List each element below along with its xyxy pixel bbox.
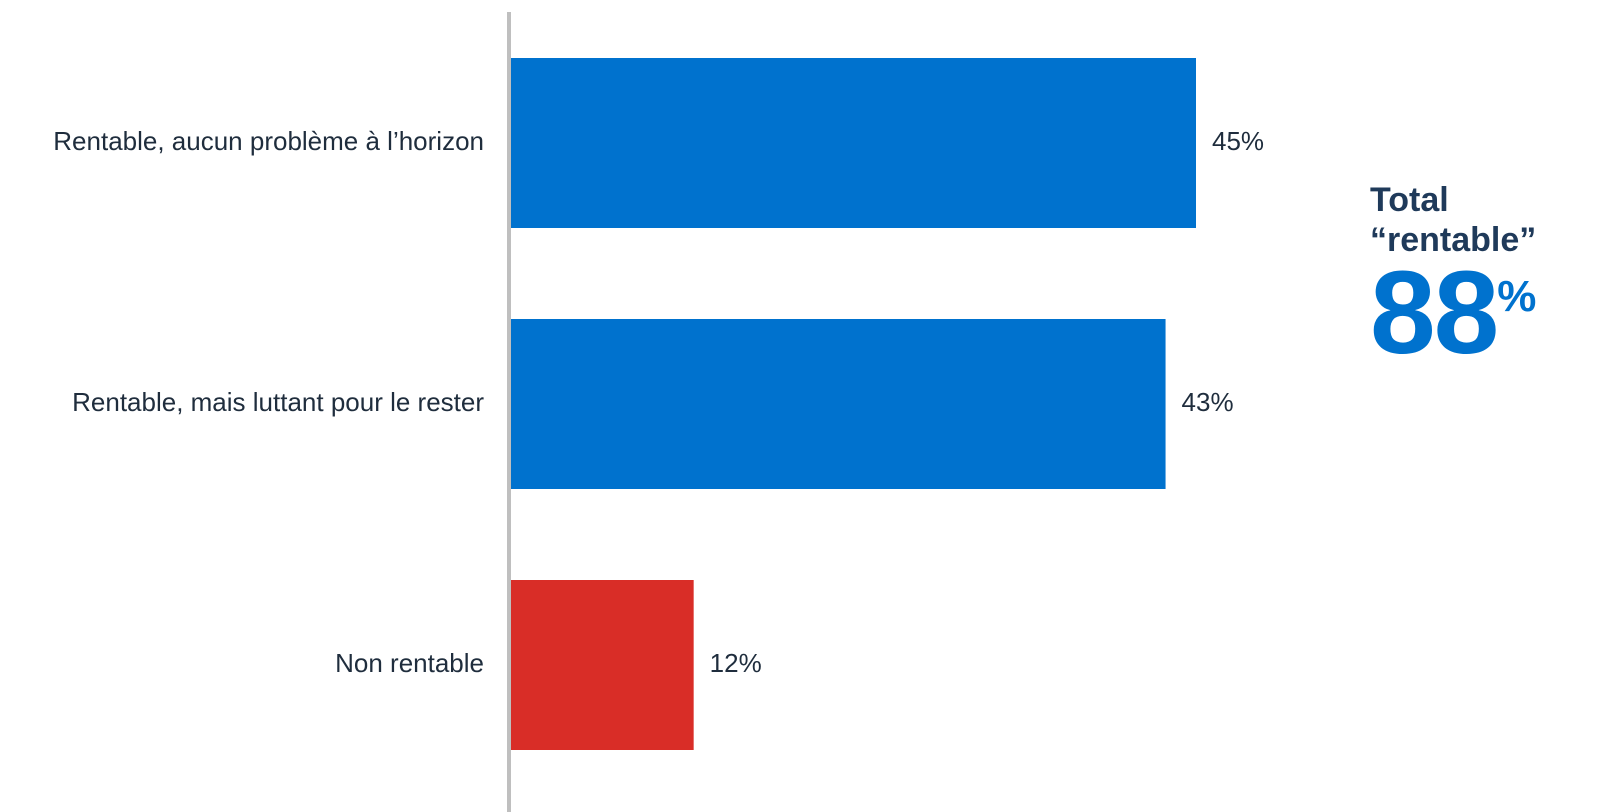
total-summary: Total “rentable” 88% (1370, 180, 1600, 372)
value-label-1: 45% (1212, 126, 1264, 156)
category-label-3: Non rentable (335, 648, 484, 678)
total-sublabel: “rentable” (1370, 221, 1537, 259)
value-label-3: 12% (710, 648, 762, 678)
category-label-2: Rentable, mais luttant pour le rester (72, 387, 484, 417)
value-label-2: 43% (1182, 387, 1234, 417)
bar-3 (511, 580, 694, 750)
bars-layer: Rentable, aucun problème à l’horizon 45% R… (53, 58, 1264, 750)
total-unit: % (1497, 272, 1537, 321)
bar-2 (511, 319, 1166, 489)
total-value-group: 88% (1370, 254, 1600, 372)
bar-1 (511, 58, 1196, 228)
total-label: Total (1370, 181, 1449, 219)
total-value: 88 (1370, 247, 1499, 379)
category-label-1: Rentable, aucun problème à l’horizon (53, 126, 484, 156)
